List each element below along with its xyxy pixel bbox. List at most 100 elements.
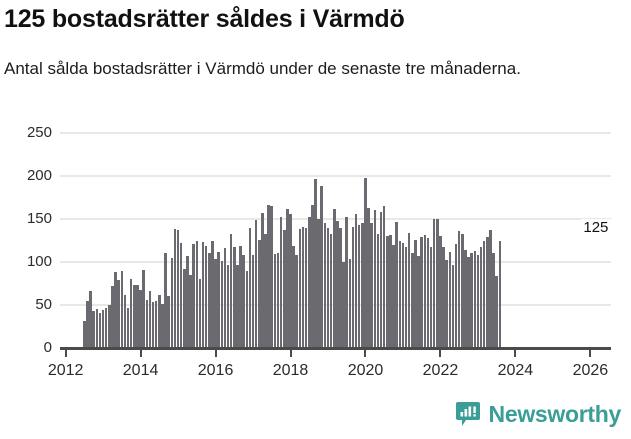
bar xyxy=(357,225,361,348)
gridline xyxy=(60,218,611,220)
x-axis-tick xyxy=(64,350,67,357)
bar xyxy=(133,285,136,348)
bar xyxy=(339,227,342,348)
bar xyxy=(101,310,105,348)
bar xyxy=(473,250,477,348)
bar xyxy=(148,291,152,348)
bar xyxy=(370,223,373,348)
bar xyxy=(311,205,314,348)
plot-area: 0 50 100 150 200 250 2012 2014 2016 2018 2020 2022… xyxy=(0,125,611,379)
bar xyxy=(236,265,239,348)
bar xyxy=(486,237,489,348)
bar xyxy=(108,305,111,348)
bar xyxy=(292,245,295,348)
x-axis-line xyxy=(60,347,611,350)
bar xyxy=(379,212,383,348)
bar xyxy=(326,228,330,348)
bar xyxy=(464,249,467,348)
bar xyxy=(170,257,174,348)
x-axis-tick-label: 2022 xyxy=(422,362,459,379)
bar xyxy=(220,261,224,348)
bar xyxy=(167,295,170,348)
bar xyxy=(295,255,299,348)
y-tick-text: 0 xyxy=(43,339,52,356)
y-tick-text: 250 xyxy=(26,124,52,141)
y-tick-text: 50 xyxy=(35,296,52,313)
bar xyxy=(179,243,183,348)
bar xyxy=(158,294,161,348)
bar xyxy=(470,253,473,348)
bars-layer xyxy=(83,177,502,348)
x-axis-tick xyxy=(514,350,517,357)
x-axis-tick-label: 2026 xyxy=(572,362,609,379)
bar xyxy=(214,259,217,348)
bar xyxy=(376,233,380,348)
bar xyxy=(201,242,205,348)
bar xyxy=(126,308,130,348)
y-axis-tick-label: 100 xyxy=(0,254,52,269)
bar xyxy=(317,219,320,348)
bar xyxy=(398,241,402,348)
bar xyxy=(467,256,470,348)
x-axis-tick-label: 2024 xyxy=(497,362,534,379)
bar xyxy=(498,240,502,348)
bar xyxy=(320,186,323,348)
bar xyxy=(223,248,227,348)
bar xyxy=(86,300,89,348)
bar xyxy=(123,294,127,348)
bar xyxy=(151,302,155,348)
bar xyxy=(286,208,289,348)
bar xyxy=(257,239,261,348)
bar xyxy=(492,253,495,348)
bar xyxy=(495,275,498,348)
gridline xyxy=(60,132,611,134)
bar xyxy=(304,227,308,348)
bar xyxy=(373,210,377,348)
bar xyxy=(351,226,355,348)
bar xyxy=(420,237,423,348)
bar xyxy=(114,272,117,348)
bar xyxy=(164,253,167,348)
x-axis-tick-label: 2016 xyxy=(197,362,234,379)
bar xyxy=(429,247,433,348)
bar xyxy=(189,274,192,348)
x-axis-tick xyxy=(139,350,142,357)
bar xyxy=(342,262,345,348)
bar xyxy=(136,285,139,348)
bar xyxy=(273,254,277,348)
bar xyxy=(301,226,305,348)
bar xyxy=(95,309,99,348)
x-axis-tick xyxy=(439,350,442,357)
bar xyxy=(382,206,386,348)
bar xyxy=(395,222,398,348)
y-axis-tick-label: 0 xyxy=(0,340,52,355)
bar xyxy=(279,217,283,348)
bar xyxy=(198,279,202,348)
x-axis-tick xyxy=(214,350,217,357)
bar xyxy=(423,235,427,348)
bar xyxy=(217,251,220,348)
bar xyxy=(482,240,486,348)
y-axis-tick-label: 250 xyxy=(0,125,52,140)
bar xyxy=(345,217,348,348)
bar xyxy=(432,219,436,348)
bar xyxy=(142,269,145,348)
bar xyxy=(457,231,461,348)
bar xyxy=(332,208,336,348)
bar xyxy=(111,286,114,348)
bar xyxy=(336,220,339,348)
bar xyxy=(120,271,124,348)
gridline xyxy=(60,304,611,306)
bar xyxy=(401,243,405,348)
gridline xyxy=(60,175,611,177)
bar xyxy=(426,237,430,348)
bar xyxy=(307,217,311,348)
bar xyxy=(404,246,408,348)
bar xyxy=(161,304,164,348)
highlight-value-label: 125 xyxy=(581,218,611,236)
x-axis-tick-label: 2014 xyxy=(122,362,159,379)
bar xyxy=(479,246,483,348)
speech-bubble-bar-chart-icon xyxy=(455,401,481,427)
bar xyxy=(461,233,464,348)
